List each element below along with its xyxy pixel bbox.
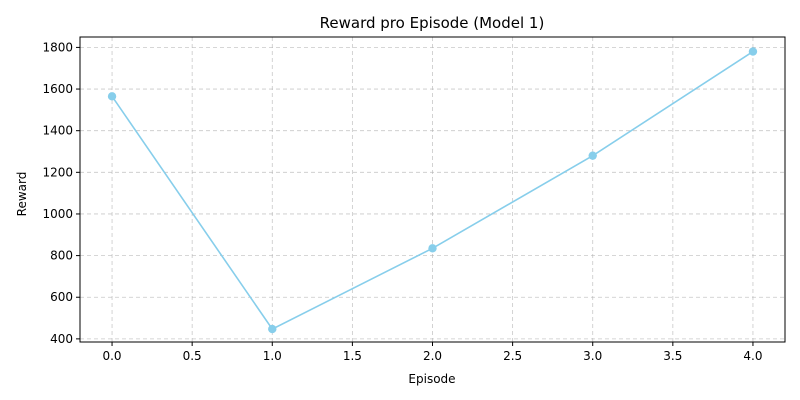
y-tick-label: 400 <box>50 332 73 346</box>
grid <box>80 37 785 342</box>
x-tick-label: 1.0 <box>263 349 282 363</box>
x-tick-label: 0.5 <box>183 349 202 363</box>
x-tick-label: 3.0 <box>583 349 602 363</box>
y-tick-label: 1400 <box>42 124 73 138</box>
x-tick-label: 4.0 <box>743 349 762 363</box>
data-point <box>268 324 277 334</box>
y-tick-label: 600 <box>50 290 73 304</box>
y-tick-label: 1200 <box>42 165 73 179</box>
y-tick-label: 1800 <box>42 40 73 54</box>
x-tick-label: 2.5 <box>503 349 522 363</box>
chart-title: Reward pro Episode (Model 1) <box>320 14 545 32</box>
data-point <box>107 92 117 101</box>
series-layer <box>107 47 758 334</box>
x-tick-label: 0.0 <box>102 349 121 363</box>
data-point <box>428 244 437 253</box>
y-tick-label: 800 <box>50 249 73 263</box>
x-tick-label: 2.0 <box>423 349 442 363</box>
y-tick-label: 1600 <box>42 82 73 96</box>
x-axis-label: Episode <box>408 372 455 386</box>
x-tick-label: 1.5 <box>343 349 362 363</box>
x-tick-label: 3.5 <box>663 349 682 363</box>
y-tick-label: 1000 <box>42 207 73 221</box>
x-axis-ticks: 0.0 0.5 1.0 1.5 2.0 2.5 3.0 3.5 4.0 <box>102 342 763 363</box>
y-axis-ticks: 400 600 800 1000 1200 1400 1600 1800 <box>42 40 80 346</box>
y-axis-label: Reward <box>15 172 29 217</box>
data-point <box>748 47 758 56</box>
data-point <box>588 151 597 160</box>
